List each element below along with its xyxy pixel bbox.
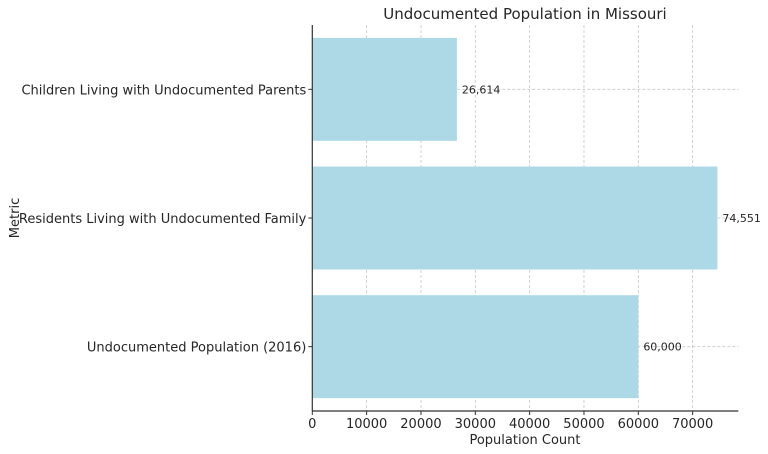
- bar: [312, 295, 639, 399]
- x-tick-label: 60000: [618, 417, 659, 432]
- x-axis-label: Population Count: [469, 433, 580, 448]
- data-label: 60,000: [643, 341, 682, 354]
- bars: [312, 37, 718, 399]
- y-tick-label: Residents Living with Undocumented Famil…: [19, 212, 307, 227]
- y-tick-label: Undocumented Population (2016): [87, 341, 306, 356]
- data-label: 74,551: [722, 212, 761, 225]
- bar: [312, 166, 718, 270]
- x-tick-label: 30000: [455, 417, 496, 432]
- y-tick-label: Children Living with Undocumented Parent…: [21, 83, 306, 98]
- x-tick-label: 50000: [563, 417, 604, 432]
- bar: [312, 37, 457, 141]
- data-label: 26,614: [462, 83, 501, 96]
- x-tick-label: 40000: [509, 417, 550, 432]
- data-labels: 26,614 74,551 60,000: [462, 83, 761, 353]
- chart-title: Undocumented Population in Missouri: [383, 5, 666, 23]
- x-tick-label: 70000: [672, 417, 713, 432]
- x-tick-label: 10000: [346, 417, 387, 432]
- x-tick-label: 20000: [400, 417, 441, 432]
- y-axis-label: Metric: [8, 198, 23, 238]
- axes: 0 10000 20000 30000 40000 50000 60000 70000 Chil…: [19, 25, 739, 432]
- x-tick-label: 0: [308, 417, 316, 432]
